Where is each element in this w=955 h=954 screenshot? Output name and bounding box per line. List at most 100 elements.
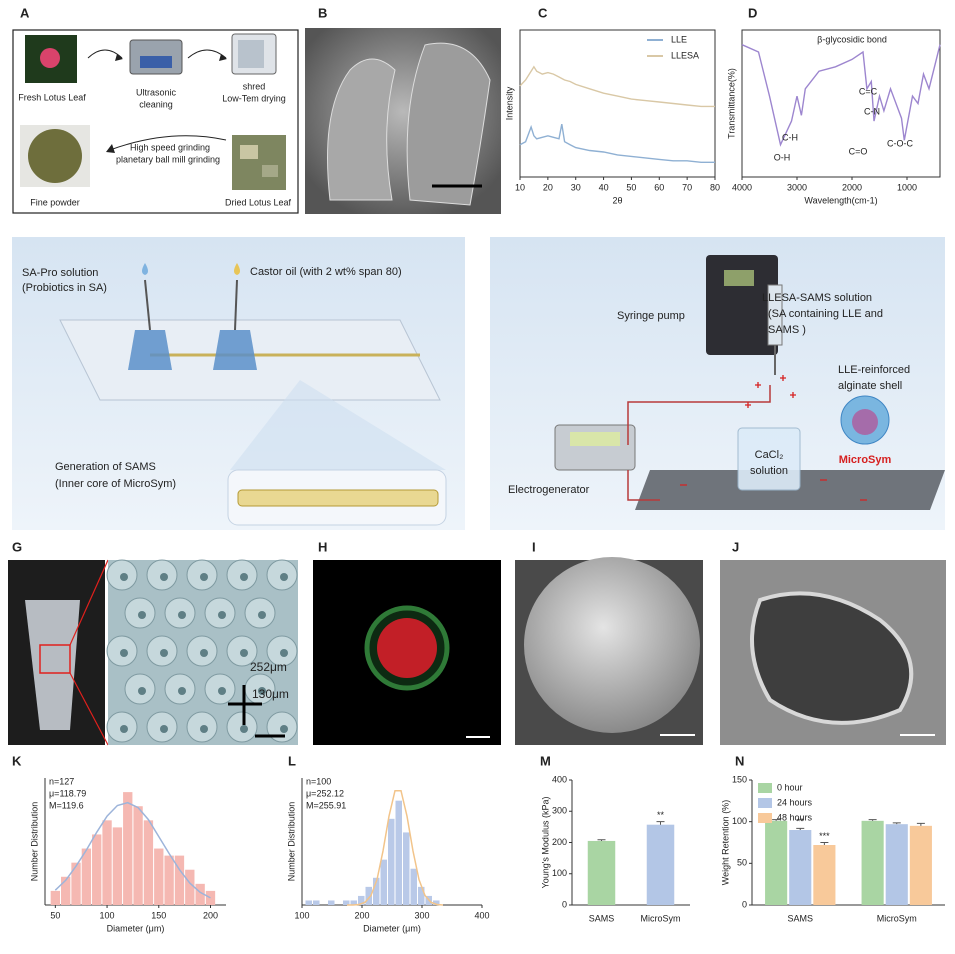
stat-label: μ=252.12 — [306, 788, 344, 798]
display — [570, 432, 620, 446]
y-tick-label: 100 — [552, 868, 567, 878]
hist-bar — [358, 895, 365, 905]
hist-bar — [388, 818, 395, 905]
hist-bar — [154, 848, 164, 905]
droplet-core — [280, 725, 288, 733]
panel-label: D — [748, 5, 757, 20]
legend-swatch — [758, 783, 772, 793]
connector — [213, 330, 257, 370]
charges — [680, 375, 867, 501]
sem-fragment — [327, 58, 396, 201]
legend-label: 24 hours — [777, 797, 813, 807]
hist-bar — [71, 862, 81, 905]
hist-bar — [195, 883, 205, 905]
x-tick-label: 200 — [203, 910, 218, 920]
panel-label: H — [318, 539, 327, 554]
y-tick-label: 0 — [562, 899, 567, 909]
panel-f: Syringe pump LLESA-SAMS solution (SA con… — [490, 237, 945, 530]
wire — [627, 385, 771, 445]
error-bar — [916, 822, 925, 826]
hist-bar — [343, 900, 350, 905]
hist-bar — [123, 792, 133, 905]
legend-label: LLESA — [671, 50, 699, 60]
x-tick-label: 3000 — [787, 182, 807, 192]
x-tick-label: 400 — [474, 910, 489, 920]
arrow — [87, 49, 123, 59]
label: (Inner core of MicroSym) — [55, 478, 176, 490]
stat-label: n=127 — [49, 776, 74, 786]
legend-swatch — [758, 813, 772, 823]
y-tick-label: 400 — [552, 774, 567, 784]
label: (Probiotics in SA) — [22, 282, 107, 294]
needle — [234, 279, 238, 331]
pump-display — [724, 270, 754, 286]
leaf-piece — [240, 145, 258, 159]
panel-label: I — [532, 539, 536, 554]
label: Castor oil (with 2 wt% span 80) — [250, 266, 402, 278]
droplet-core — [280, 573, 288, 581]
legend-label: 48 hours — [777, 812, 813, 822]
stat-label: M=255.91 — [306, 800, 346, 810]
y-tick-label: 300 — [552, 806, 567, 816]
size-cross — [228, 685, 262, 725]
x-tick-label: 4000 — [732, 182, 752, 192]
step-label: planetary ball mill grinding — [116, 154, 220, 164]
leaf-piece — [262, 165, 278, 177]
plot-frame — [741, 29, 941, 178]
x-tick-label: 60 — [654, 182, 664, 192]
x-tick-label: 40 — [599, 182, 609, 192]
significance: *** — [819, 831, 830, 841]
hist-bar — [102, 820, 112, 905]
panel-j — [720, 560, 946, 745]
x-tick-label: 10 — [515, 182, 525, 192]
droplet-core — [240, 573, 248, 581]
hist-bar — [305, 900, 312, 905]
needle — [144, 279, 151, 331]
annotation: O-H — [774, 152, 791, 162]
x-tick-label: 2000 — [842, 182, 862, 192]
size-label: 252μm — [250, 660, 287, 674]
x-axis-title: Diameter (μm) — [363, 923, 421, 933]
x-tick-label: 100 — [294, 910, 309, 920]
droplet-core — [200, 649, 208, 657]
stat-label: n=100 — [306, 776, 331, 786]
error-bar — [656, 821, 665, 825]
droplet-core — [280, 649, 288, 657]
hist-bar — [133, 806, 143, 905]
droplet-core — [138, 611, 146, 619]
bar — [789, 830, 812, 905]
panel-label: B — [318, 5, 327, 20]
hist-bar — [313, 900, 320, 905]
x-tick-label: MicroSym — [641, 913, 681, 923]
fit-curve — [54, 801, 211, 899]
x-tick-label: SAMS — [589, 913, 615, 923]
panel-label: A — [20, 5, 30, 20]
step-label: Low-Tem drying — [222, 93, 286, 103]
x-tick-label: 300 — [414, 910, 429, 920]
y-axis-title: Number Distribution — [29, 802, 39, 882]
panel-g: 252μm 130μm — [8, 559, 298, 746]
panel-b — [305, 28, 501, 214]
panel-e: SA-Pro solution (Probiotics in SA) Casto… — [12, 237, 465, 530]
x-tick-label: 30 — [571, 182, 581, 192]
y-tick-label: 0 — [742, 899, 747, 909]
error-bar — [796, 827, 805, 830]
y-axis-title: Intensity — [504, 86, 514, 120]
zoom-cone — [230, 380, 446, 470]
drop — [142, 263, 148, 275]
lotus-flower — [40, 48, 60, 68]
tube — [25, 600, 80, 730]
label: SA-Pro solution — [22, 267, 98, 279]
stat-label: μ=118.79 — [49, 788, 86, 798]
x-tick-label: SAMS — [787, 913, 813, 923]
core — [377, 618, 437, 678]
error-bar — [820, 842, 829, 845]
x-tick-label: 70 — [682, 182, 692, 192]
electrogenerator — [554, 424, 636, 471]
hist-bar — [410, 868, 417, 905]
droplet-core — [120, 649, 128, 657]
powder-disk — [28, 129, 82, 183]
step-label: shred — [243, 81, 266, 91]
legend-swatch — [758, 798, 772, 808]
